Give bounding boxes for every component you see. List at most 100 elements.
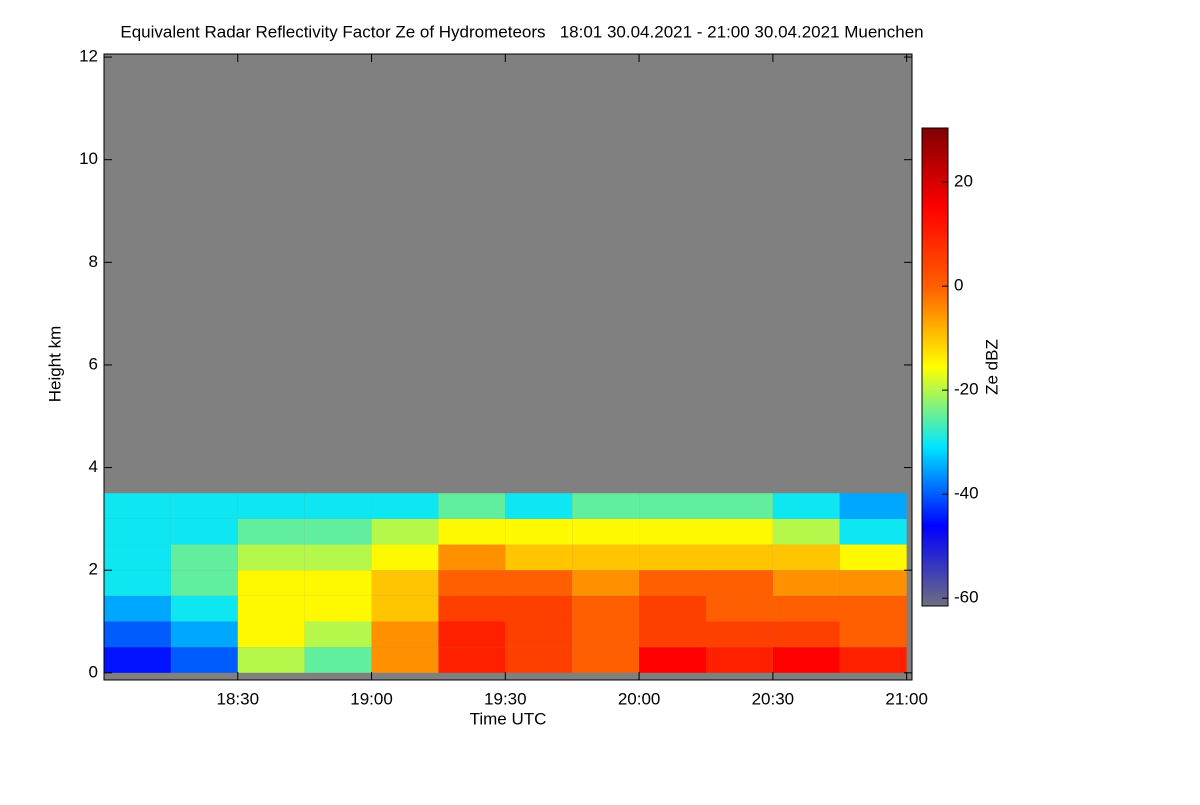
colorbar-label: Ze dBZ (982, 339, 1001, 395)
heatmap-cell (438, 621, 506, 648)
heatmap-cell (839, 518, 907, 545)
y-tick-label: 8 (89, 252, 98, 271)
heatmap-cell (505, 544, 573, 571)
heatmap-cell (170, 518, 238, 545)
heatmap-cell (237, 518, 305, 545)
colorbar-tick-label: -60 (954, 588, 979, 607)
heatmap-cell (371, 647, 439, 673)
heatmap-cell (705, 595, 773, 622)
heatmap-cell (505, 647, 573, 673)
heatmap-cell (104, 570, 171, 596)
heatmap-cell (438, 544, 506, 571)
heatmap-cell (170, 544, 238, 571)
heatmap-cell (839, 647, 907, 673)
heatmap-cell (371, 544, 439, 571)
heatmap-cell (304, 595, 372, 622)
x-tick-label: 19:30 (484, 689, 527, 708)
heatmap-cell (572, 595, 640, 622)
y-tick-label: 0 (89, 662, 98, 681)
x-axis-label: Time UTC (470, 709, 547, 728)
heatmap-cell (572, 544, 640, 571)
heatmap-cell (170, 621, 238, 648)
heatmap-cell (505, 621, 573, 648)
heatmap-cell (839, 544, 907, 571)
heatmap-cell (505, 595, 573, 622)
heatmap-cell (371, 518, 439, 545)
heatmap-cell (839, 621, 907, 648)
heatmap-cell (839, 595, 907, 622)
heatmap-cell (371, 595, 439, 622)
y-tick-label: 12 (79, 47, 98, 66)
heatmap-cell (237, 647, 305, 673)
heatmap-cell (104, 595, 171, 622)
heatmap-cell (438, 493, 506, 519)
heatmap-cell (304, 518, 372, 545)
heatmap-cell (705, 621, 773, 648)
y-tick-label: 2 (89, 560, 98, 579)
heatmap-cell (639, 493, 706, 519)
heatmap-cell (371, 570, 439, 596)
x-tick-label: 21:00 (885, 689, 928, 708)
y-tick-label: 4 (89, 457, 98, 476)
heatmap-cell (170, 647, 238, 673)
heatmap-cell (438, 570, 506, 596)
heatmap-cell (705, 570, 773, 596)
heatmap-cell (505, 570, 573, 596)
heatmap-cell (304, 647, 372, 673)
colorbar-tick-label: -40 (954, 484, 979, 503)
heatmap-cell (237, 544, 305, 571)
colorbar-tick-label: -20 (954, 380, 979, 399)
heatmap-cell (104, 544, 171, 571)
y-tick-label: 6 (89, 354, 98, 373)
x-tick-label: 18:30 (217, 689, 260, 708)
heatmap-cell (104, 621, 171, 648)
heatmap-cell (572, 621, 640, 648)
heatmap-cell (438, 595, 506, 622)
heatmap-cell (237, 493, 305, 519)
x-tick-label: 20:30 (752, 689, 795, 708)
heatmap-cell (705, 518, 773, 545)
heatmap-cell (438, 518, 506, 545)
heatmap-cell (639, 621, 706, 648)
heatmap-cell (304, 544, 372, 571)
heatmap-cell (170, 570, 238, 596)
colorbar-tick-label: 20 (954, 172, 973, 191)
heatmap-cell (371, 621, 439, 648)
heatmap-cell (639, 647, 706, 673)
heatmap-cell (104, 493, 171, 519)
heatmap-cell (772, 647, 840, 673)
heatmap-cell (639, 518, 706, 545)
heatmap-cell (772, 570, 840, 596)
heatmap-cell (705, 647, 773, 673)
x-tick-label: 20:00 (618, 689, 661, 708)
heatmap-cell (572, 647, 640, 673)
heatmap-cell (170, 493, 238, 519)
y-axis-label: Height km (45, 326, 64, 403)
heatmap-cell (639, 595, 706, 622)
heatmap-cell (304, 493, 372, 519)
x-tick-label: 19:00 (350, 689, 393, 708)
heatmap-cell (839, 493, 907, 519)
heatmap-cell (639, 570, 706, 596)
heatmap-cell (237, 621, 305, 648)
heatmap-cell (104, 518, 171, 545)
heatmap-cell (705, 493, 773, 519)
heatmap-cell (505, 493, 573, 519)
heatmap-cell (237, 570, 305, 596)
heatmap-cell (170, 595, 238, 622)
y-tick-label: 10 (79, 149, 98, 168)
heatmap-cell (304, 570, 372, 596)
heatmap-cell (572, 493, 640, 519)
heatmap-cell (839, 570, 907, 596)
heatmap-cell (505, 518, 573, 545)
chart-title: Equivalent Radar Reflectivity Factor Ze … (120, 22, 923, 41)
heatmap-cell (772, 493, 840, 519)
heatmap-cell (772, 544, 840, 571)
heatmap-cell (304, 621, 372, 648)
heatmap-cell (438, 647, 506, 673)
heatmap-cell (772, 518, 840, 545)
plot-frame (103, 53, 913, 681)
heatmap-cell (371, 493, 439, 519)
heatmap-cell (772, 595, 840, 622)
